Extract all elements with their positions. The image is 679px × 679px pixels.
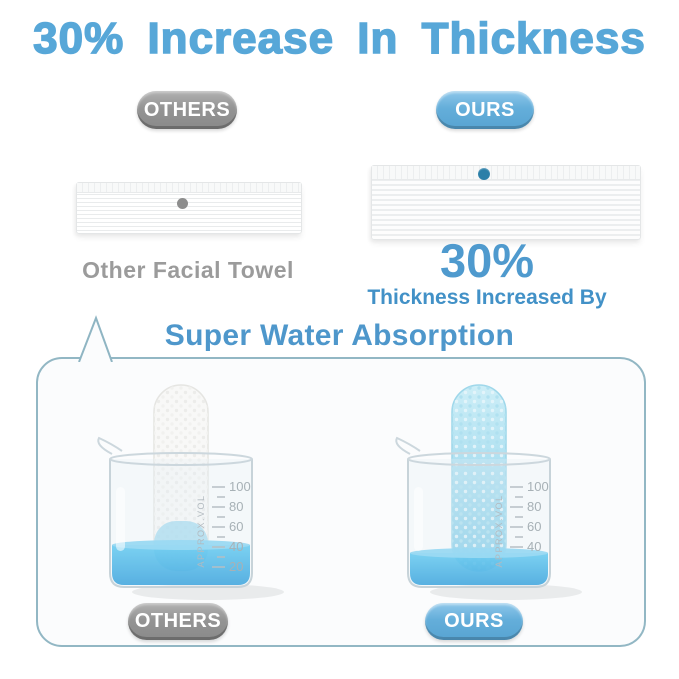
ours-caption: Thickness Increased By (367, 286, 607, 309)
towel-roll-white (153, 384, 209, 572)
ours-badge-top-label: OURS (455, 98, 515, 121)
ours-towel-stack (371, 165, 641, 240)
scale-label: 80 (229, 499, 243, 514)
liquid-surface (410, 548, 548, 558)
others-badge-bottom-label: OTHERS (134, 610, 222, 632)
callout-pointer (78, 315, 113, 362)
beaker-side-text: APPROX.VOL (494, 494, 504, 567)
beaker-side-text: APPROX.VOL (196, 494, 206, 567)
scale-ticks (510, 486, 523, 548)
scale-labels: 100 80 60 40 20 (229, 479, 251, 574)
ours-badge-bottom-label: OURS (444, 610, 504, 632)
scale-label: 60 (527, 519, 541, 534)
glass-spout (97, 436, 123, 455)
others-stack-dot-icon (177, 198, 188, 209)
absorption-heading: Super Water Absorption (164, 319, 515, 352)
others-badge-top: OTHERS (137, 91, 237, 129)
scale-label: 100 (229, 479, 251, 494)
scale-label: 40 (527, 539, 541, 554)
glass-highlight (414, 487, 423, 551)
glass-body (407, 459, 551, 588)
ours-badge-bottom: OURS (425, 603, 523, 640)
others-badge-top-label: OTHERS (143, 98, 231, 121)
towel-roll-blue (451, 384, 507, 572)
glass-body (109, 459, 253, 588)
ours-towel-stack-top (372, 166, 640, 180)
ours-stack-dot-icon (478, 168, 490, 180)
others-caption: Other Facial Towel (82, 257, 294, 283)
absorption-callout-box: 100 80 60 40 20 APPROX.VOL (36, 357, 646, 647)
liquid (410, 553, 548, 585)
scale-ticks (212, 486, 225, 568)
glass-spout (395, 436, 421, 455)
beaker-others-illustration: 100 80 60 40 20 APPROX.VOL (97, 384, 284, 600)
liquid (112, 545, 250, 585)
scale-label: 40 (229, 539, 243, 554)
scale-label: 20 (229, 559, 243, 574)
scale-label: 100 (527, 479, 549, 494)
glass-rim (407, 452, 551, 466)
scale-label: 80 (527, 499, 541, 514)
ours-badge-top: OURS (436, 91, 534, 129)
glass-rim (109, 452, 253, 466)
others-towel-stack (76, 182, 302, 234)
scale-label: 60 (229, 519, 243, 534)
page-title: 30% Increase In Thickness (32, 13, 646, 64)
beaker-ours-illustration: 100 80 60 40 APPROX.VOL (395, 384, 582, 600)
ours-percent: 30% (439, 234, 535, 287)
glass-highlight (116, 487, 125, 551)
others-towel-stack-top (77, 183, 301, 193)
scale-labels: 100 80 60 40 (527, 479, 549, 554)
others-badge-bottom: OTHERS (128, 603, 228, 640)
